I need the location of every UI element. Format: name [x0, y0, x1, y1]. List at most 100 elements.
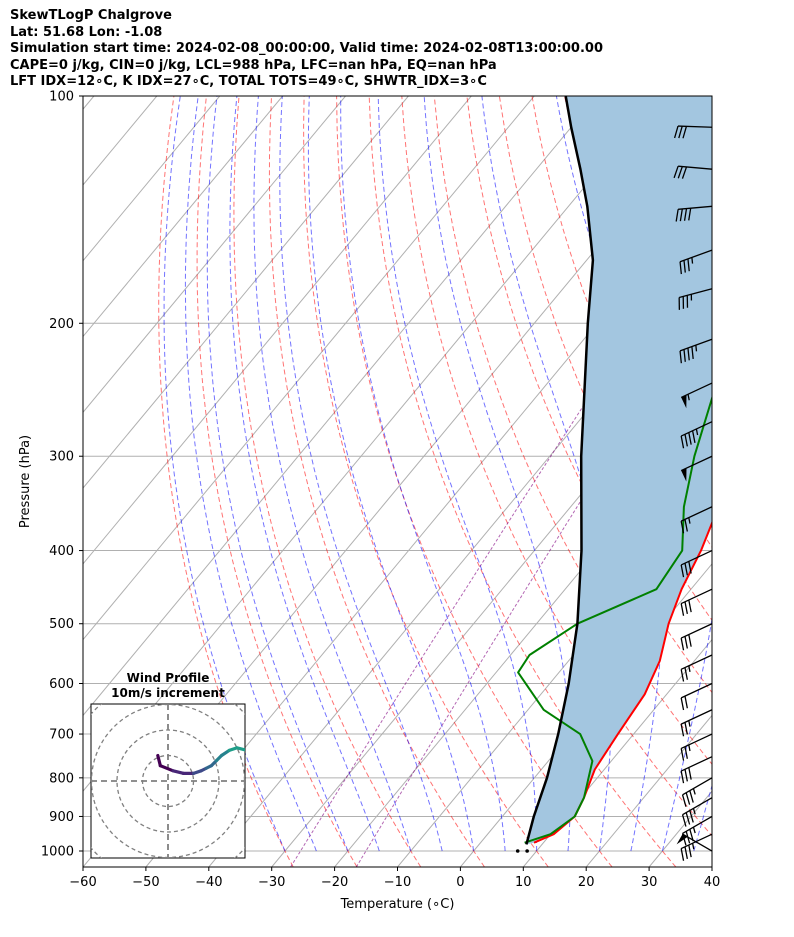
moist-adiabat [423, 96, 572, 852]
barb-full [691, 430, 696, 443]
barb-full [684, 519, 688, 532]
barb-full [677, 166, 683, 179]
barb-full [680, 723, 685, 737]
x-tick-label: 0 [456, 875, 464, 890]
wind-barb [679, 249, 713, 275]
x-tick-label: −40 [195, 875, 222, 890]
isotherm [83, 96, 409, 489]
barb-flag [676, 834, 688, 845]
dewpoint-profile [517, 395, 712, 844]
moist-adiabat [654, 96, 712, 852]
barb-half [688, 744, 691, 752]
isotherm [83, 96, 284, 338]
wind-barb [680, 709, 713, 737]
barb-half [692, 788, 696, 795]
barb-half [687, 394, 690, 401]
barb-full [683, 349, 686, 362]
isotherm [271, 335, 712, 867]
x-axis-label: Temperature (∘C) [340, 897, 455, 912]
wind-barb [681, 797, 713, 827]
y-tick-label: 900 [49, 810, 74, 825]
barb-full [688, 599, 692, 613]
barb-half [688, 720, 691, 727]
wind-barb [681, 815, 713, 846]
barb-full [673, 165, 679, 179]
inset-plot [91, 704, 257, 858]
barb-half [691, 257, 694, 264]
barb-half [695, 428, 699, 436]
barb-full [678, 126, 683, 139]
hodograph-segment [247, 745, 252, 750]
barb-full [688, 208, 692, 221]
barb-full [680, 848, 685, 861]
barb-full [685, 831, 691, 844]
temperature-surface-mark [525, 849, 529, 853]
inset-subtitle: 10m/s increment [111, 686, 225, 700]
barb-full [689, 829, 694, 842]
plot-area [83, 96, 794, 867]
barb-full [680, 637, 685, 651]
barb-half [692, 826, 696, 834]
wind-barb [680, 682, 713, 711]
wind-barb [675, 205, 713, 222]
moist-adiabat [340, 96, 506, 852]
wind-barb [680, 382, 713, 409]
isotherm [397, 487, 712, 867]
barb-full [684, 746, 688, 759]
wind-barb [680, 506, 713, 534]
x-tick-label: 20 [578, 875, 595, 890]
isotherm [522, 638, 712, 867]
barb-full [689, 810, 694, 823]
barb-full [681, 833, 687, 846]
barb-shaft [680, 709, 713, 725]
dry-adiabat [158, 96, 294, 867]
barb-shaft [680, 588, 713, 605]
y-tick-label: 400 [49, 544, 74, 559]
cape-line: CAPE=0 j/kg, CIN=0 j/kg, LCL=988 hPa, LF… [10, 57, 497, 73]
barb-shaft [680, 682, 713, 699]
barb-shaft [682, 777, 713, 796]
isotherm [83, 96, 535, 641]
barb-shaft [680, 756, 713, 772]
barb-full [688, 844, 692, 858]
wind-barb [680, 549, 713, 578]
dry-adiabat [303, 96, 549, 867]
isotherm [83, 96, 598, 717]
barb-flag [681, 468, 687, 482]
barb-full [680, 669, 685, 682]
hodograph-segment [171, 769, 185, 775]
barb-shaft [677, 125, 713, 128]
barb-shaft [682, 815, 713, 835]
barb-shaft [680, 654, 713, 670]
indices-line: LFT IDX=12∘C, K IDX=27∘C, TOTAL TOTS=49∘… [10, 74, 487, 89]
moist-adiabat [163, 96, 286, 852]
barb-shaft [679, 338, 713, 352]
x-tick-label: 40 [704, 875, 721, 890]
dry-adiabat [268, 96, 485, 867]
isotherm [83, 96, 346, 414]
barb-full [689, 790, 694, 803]
wind-barb [680, 623, 713, 651]
y-tick-label: 100 [49, 90, 74, 105]
parcel-profile [525, 96, 595, 845]
barb-full [684, 601, 688, 615]
barb-full [680, 435, 685, 449]
barb-half [688, 517, 691, 524]
barb-full [680, 697, 685, 711]
barb-half [688, 665, 691, 672]
location-line: Lat: 51.68 Lon: -1.08 [10, 24, 163, 40]
barb-shaft [679, 249, 713, 263]
dry-adiabat [727, 96, 794, 867]
dry-adiabat [433, 96, 712, 765]
barb-full [683, 260, 686, 273]
barb-full [679, 208, 683, 222]
chart-title: SkewTLogP Chalgrove [10, 8, 172, 23]
barb-full [680, 603, 685, 616]
barb-half [691, 843, 695, 850]
barb-full [684, 846, 688, 860]
barb-full [684, 636, 688, 649]
wind-barb [679, 338, 713, 364]
barb-full [691, 346, 694, 359]
wind-barb [680, 833, 713, 861]
hodograph-segment [252, 745, 257, 750]
